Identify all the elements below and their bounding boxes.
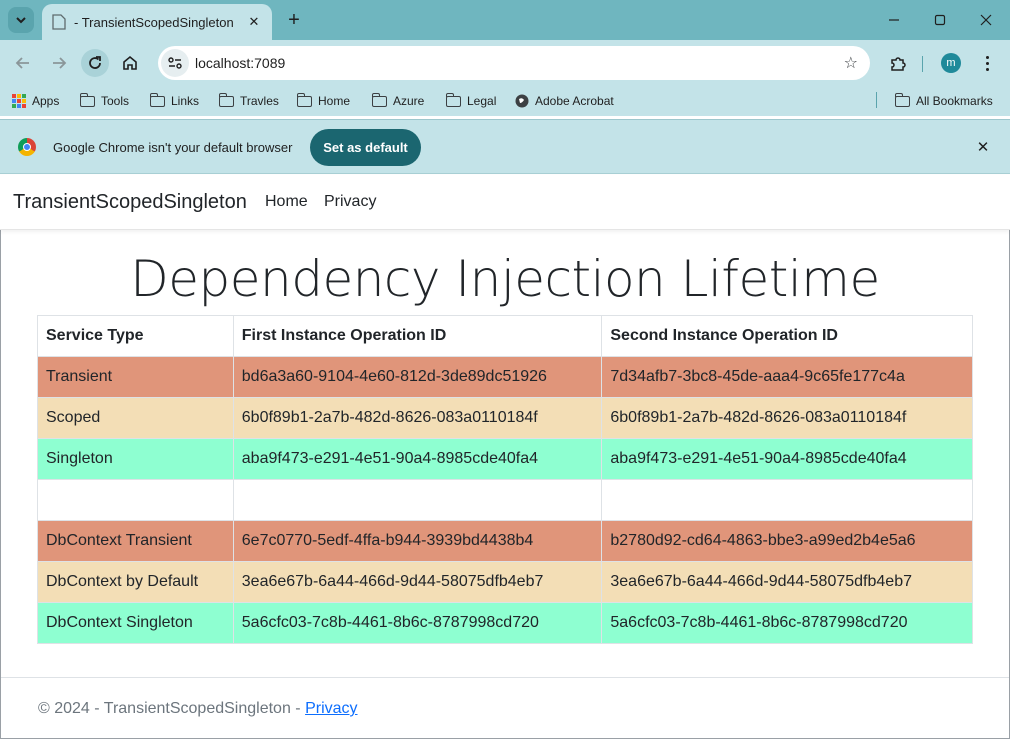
lifetime-table: Service Type First Instance Operation ID… [37, 315, 973, 644]
footer-privacy-link[interactable]: Privacy [305, 700, 358, 717]
table-row [37, 479, 973, 521]
toolbar-divider [922, 56, 923, 72]
tab-title: - TransientScopedSingleton [74, 14, 234, 30]
home-icon [123, 55, 137, 70]
footer: © 2024 - TransientScopedSingleton - Priv… [38, 700, 358, 718]
new-tab-button[interactable]: + [288, 8, 300, 31]
cell-first-id: bd6a3a60-9104-4e60-812d-3de89dc51926 [232, 356, 603, 398]
all-bookmarks[interactable]: All Bookmarks [894, 92, 993, 110]
more-menu-icon[interactable] [978, 52, 996, 74]
cell-service-type: Singleton [37, 438, 234, 480]
maximize-icon[interactable] [928, 8, 952, 32]
cell-service-type: DbContext Transient [37, 520, 234, 562]
folder-icon [296, 92, 312, 107]
cell-service-type: DbContext by Default [37, 561, 234, 603]
browser-toolbar: localhost:7089 ☆ [0, 40, 1010, 86]
reload-button[interactable] [81, 49, 109, 77]
bookmark-home[interactable]: Home [296, 92, 350, 110]
address-bar[interactable]: localhost:7089 ☆ [158, 46, 870, 80]
reload-icon [89, 56, 101, 69]
cell-first-id [232, 479, 603, 521]
apps-icon [12, 94, 26, 108]
cell-second-id: 7d34afb7-3bc8-45de-aaa4-9c65fe177c4a [601, 356, 973, 398]
bookmark-tools[interactable]: Tools [79, 92, 129, 110]
folder-icon [371, 92, 387, 107]
cell-first-id: 3ea6e67b-6a44-466d-9d44-58075dfb4eb7 [232, 561, 603, 603]
forward-button[interactable] [45, 49, 73, 77]
cell-first-id: 5a6cfc03-7c8b-4461-8b6c-8787998cd720 [232, 602, 603, 644]
bookmark-travles[interactable]: Travles [218, 92, 279, 110]
bookmark-legal[interactable]: Legal [445, 92, 496, 110]
cell-first-id: aba9f473-e291-4e51-90a4-8985cde40fa4 [232, 438, 603, 480]
profile-avatar[interactable]: m [941, 53, 961, 73]
bookmarks-divider [876, 92, 877, 108]
table-row: DbContext by Default 3ea6e67b-6a44-466d-9… [37, 561, 973, 603]
cell-second-id: 5a6cfc03-7c8b-4461-8b6c-8787998cd720 [601, 602, 973, 644]
bookmark-star-icon[interactable]: ☆ [843, 55, 858, 72]
folder-icon [149, 92, 165, 107]
cell-first-id: 6b0f89b1-2a7b-482d-8626-083a0110184f [232, 397, 603, 439]
bookmark-apps[interactable]: Apps [12, 92, 59, 110]
bookmark-azure[interactable]: Azure [371, 92, 424, 110]
arrow-right-icon [53, 57, 67, 69]
nav-privacy-link[interactable]: Privacy [324, 193, 377, 210]
table-row: Scoped 6b0f89b1-2a7b-482d-8626-083a011018… [37, 397, 973, 439]
toolbar-border [0, 119, 1010, 120]
cell-second-id: 3ea6e67b-6a44-466d-9d44-58075dfb4eb7 [601, 561, 973, 603]
cell-service-type: Scoped [37, 397, 234, 439]
table-row: Transient bd6a3a60-9104-4e60-812d-3de89dc… [37, 356, 973, 398]
site-info-icon[interactable] [161, 49, 189, 77]
bookmark-links[interactable]: Links [149, 92, 199, 110]
footer-divider [1, 677, 1009, 678]
chrome-logo-icon [18, 138, 36, 156]
cell-service-type: DbContext Singleton [37, 602, 234, 644]
extensions-icon[interactable] [886, 52, 910, 76]
header-second-instance: Second Instance Operation ID [601, 315, 973, 357]
page-icon [52, 14, 66, 30]
bookmarks-bar: Apps Tools Links Travles Home Azure Lega… [0, 86, 1010, 116]
table-row: DbContext Transient 6e7c0770-5edf-4ffa-b9… [37, 520, 973, 562]
cell-service-type [37, 479, 234, 521]
table-header-row: Service Type First Instance Operation ID… [37, 315, 973, 357]
cell-second-id: b2780d92-cd64-4863-bbe3-a99ed2b4e5a6 [601, 520, 973, 562]
home-button[interactable] [116, 49, 144, 77]
site-navbar: TransientScopedSingleton Home Privacy [0, 175, 1010, 230]
cell-first-id: 6e7c0770-5edf-4ffa-b944-3939bd4438b4 [232, 520, 603, 562]
table-row: DbContext Singleton 5a6cfc03-7c8b-4461-8b… [37, 602, 973, 644]
cell-service-type: Transient [37, 356, 234, 398]
window-close-icon[interactable] [974, 8, 998, 32]
minimize-icon[interactable] [882, 8, 906, 32]
browser-tab[interactable]: - TransientScopedSingleton ✕ [42, 4, 272, 40]
bookmark-adobe-acrobat[interactable]: Adobe Acrobat [515, 92, 614, 110]
cell-second-id: 6b0f89b1-2a7b-482d-8626-083a0110184f [601, 397, 973, 439]
tab-search-button[interactable] [8, 7, 34, 33]
tab-close-icon[interactable]: ✕ [248, 14, 260, 29]
folder-icon [218, 92, 234, 107]
cell-second-id: aba9f473-e291-4e51-90a4-8985cde40fa4 [601, 438, 973, 480]
chevron-down-icon [16, 17, 26, 24]
infobar-message: Google Chrome isn't your default browser [53, 140, 293, 155]
nav-home-link[interactable]: Home [265, 193, 308, 210]
folder-icon [894, 92, 910, 107]
folder-icon [445, 92, 461, 107]
page-title: Dependency Injection Lifetime [130, 250, 880, 308]
header-first-instance: First Instance Operation ID [232, 315, 603, 357]
site-brand[interactable]: TransientScopedSingleton [13, 191, 247, 213]
folder-icon [79, 92, 95, 107]
arrow-left-icon [15, 57, 29, 69]
globe-icon [515, 94, 529, 108]
footer-text: © 2024 - TransientScopedSingleton - [38, 700, 306, 717]
cell-second-id [601, 479, 973, 521]
infobar-close-icon[interactable]: ✕ [976, 139, 990, 156]
back-button[interactable] [9, 49, 37, 77]
header-service-type: Service Type [37, 315, 234, 357]
table-row: Singleton aba9f473-e291-4e51-90a4-8985cde… [37, 438, 973, 480]
url-text: localhost:7089 [195, 55, 286, 71]
tab-bar: - TransientScopedSingleton ✕ + [0, 0, 1010, 40]
set-as-default-button[interactable]: Set as default [310, 129, 421, 166]
default-browser-infobar: Google Chrome isn't your default browser [0, 120, 1010, 174]
